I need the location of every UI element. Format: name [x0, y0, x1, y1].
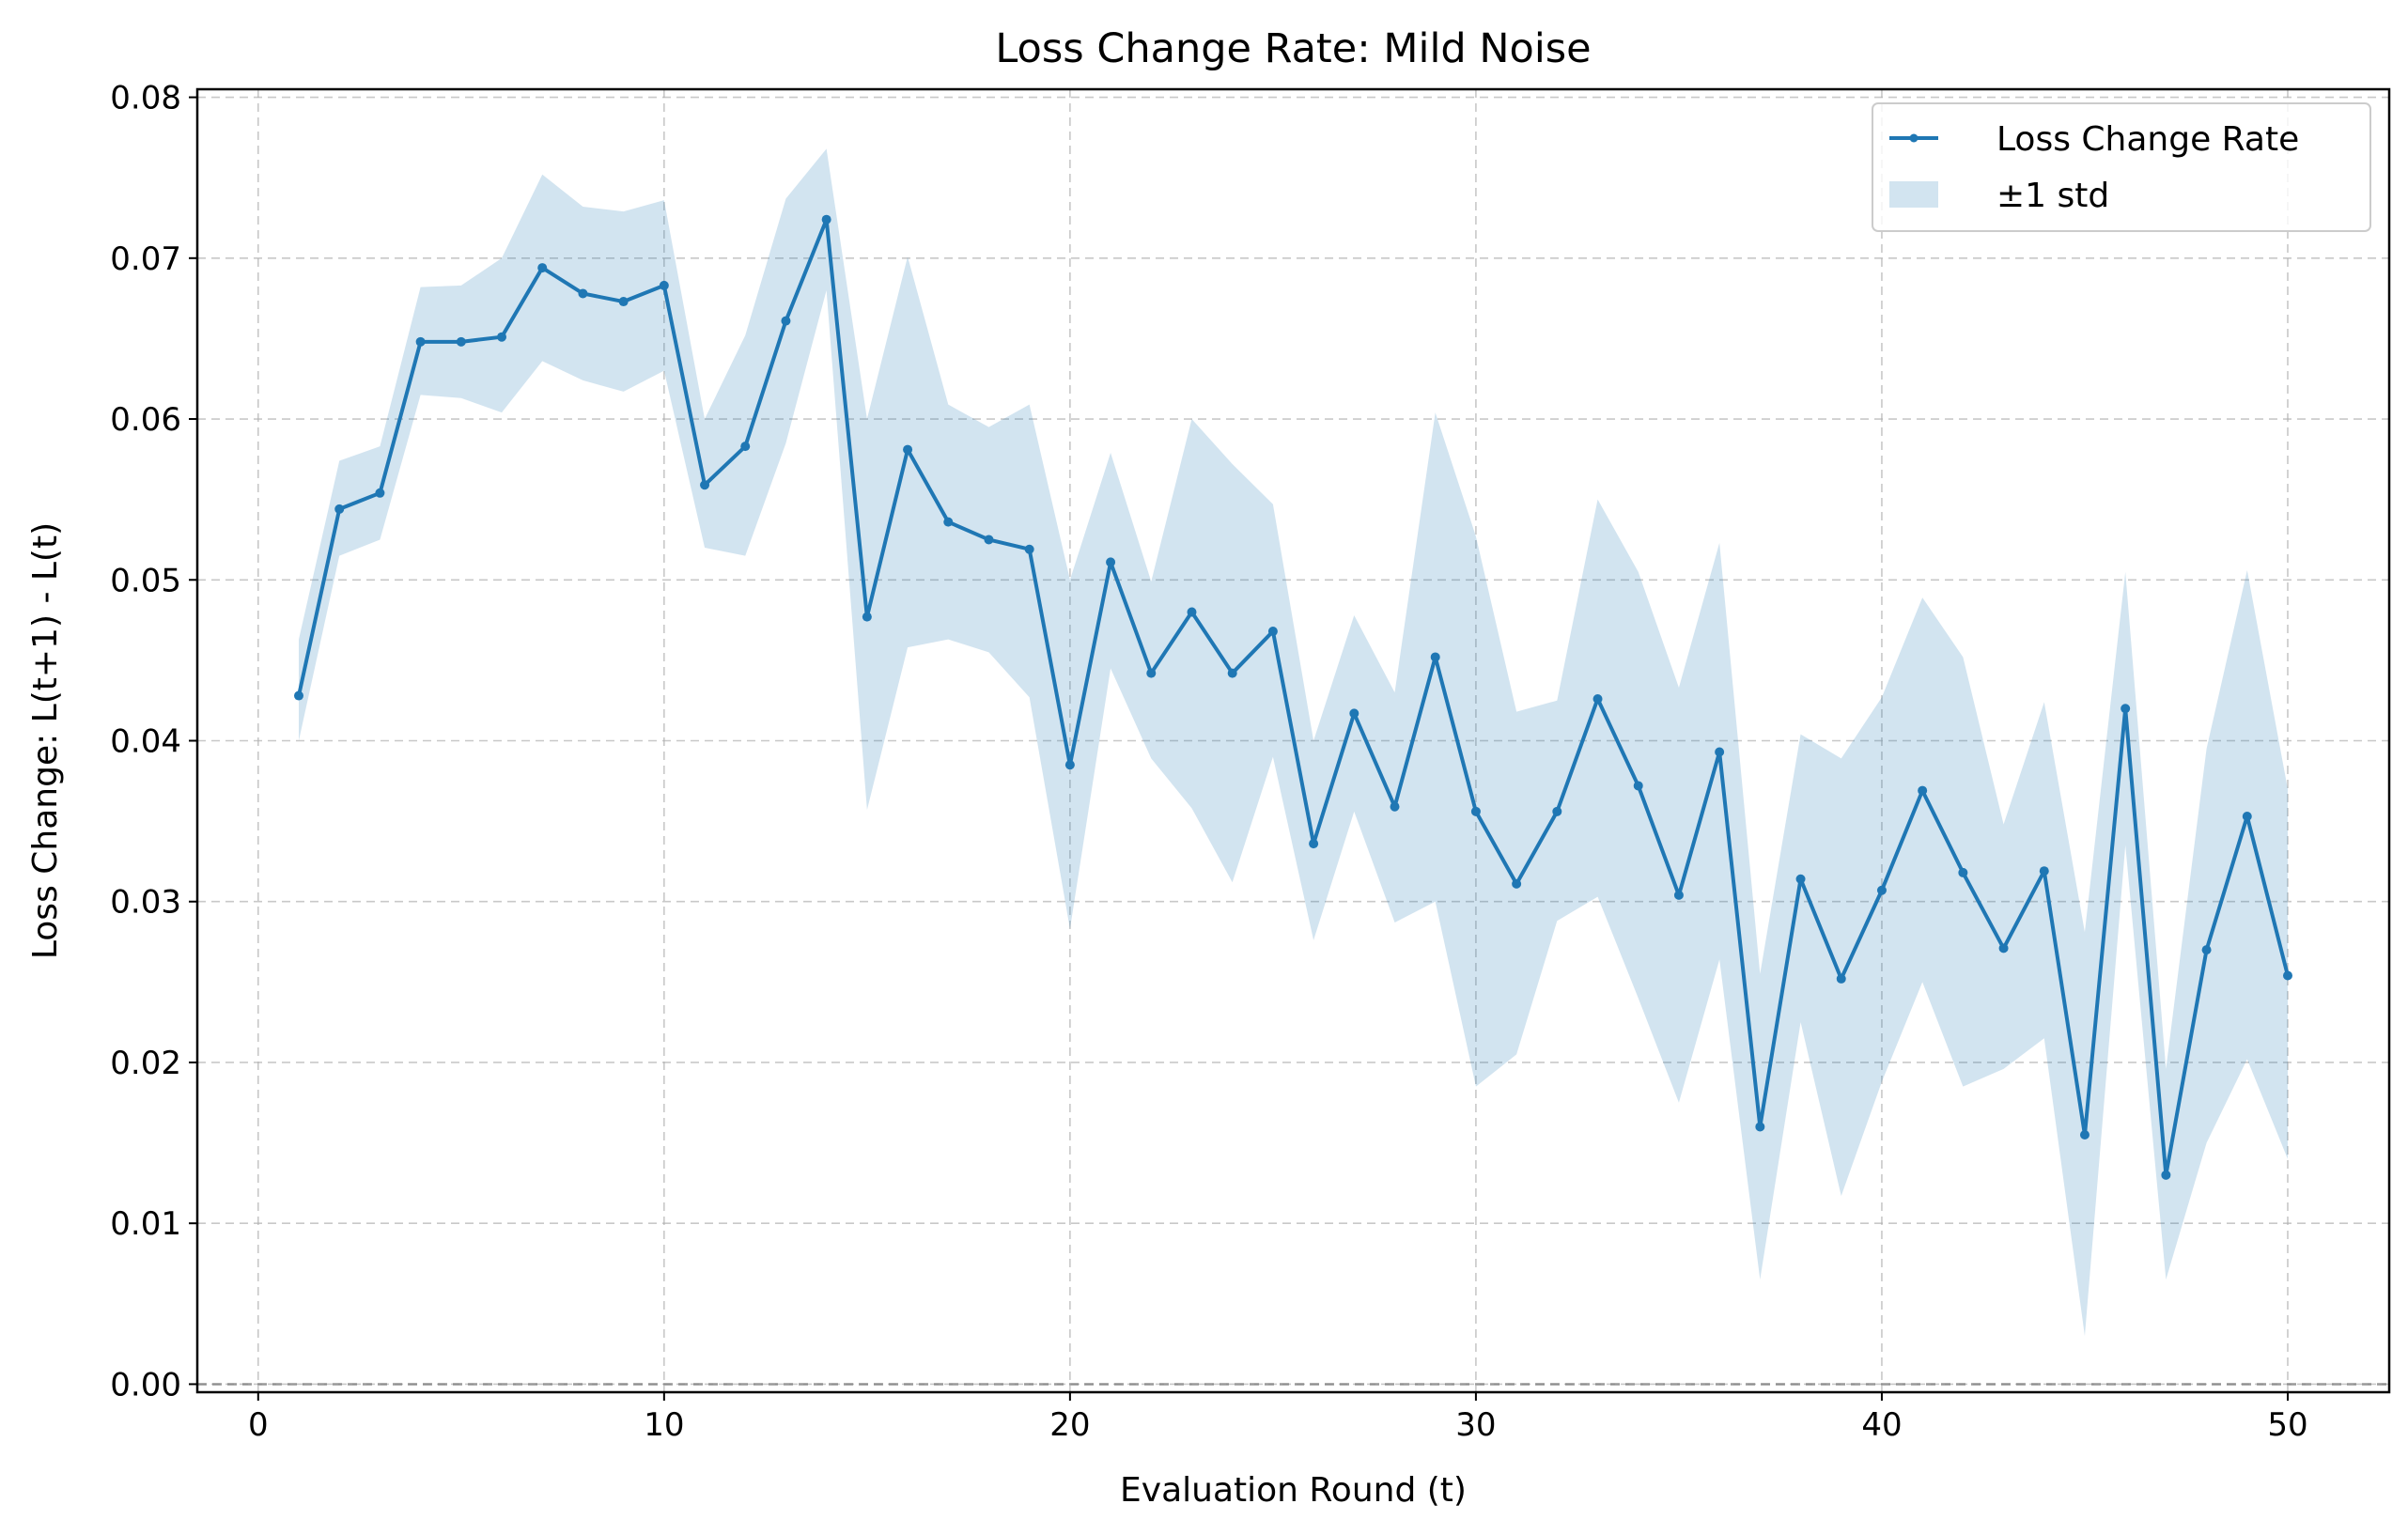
data-point	[821, 214, 831, 225]
data-point	[1715, 747, 1725, 757]
data-point	[1024, 544, 1034, 554]
data-point	[1795, 874, 1806, 884]
data-point	[1227, 668, 1237, 678]
data-point	[2242, 811, 2252, 821]
loss-change-line	[297, 217, 2290, 1177]
data-point	[1430, 652, 1440, 662]
y-tick-label: 0.02	[110, 1045, 181, 1082]
data-point	[2161, 1170, 2171, 1180]
data-point	[2121, 704, 2131, 714]
data-point	[618, 297, 629, 307]
data-point	[1673, 890, 1684, 900]
y-tick-label: 0.05	[110, 562, 181, 599]
data-point	[1349, 708, 1359, 719]
data-point	[1267, 627, 1278, 637]
data-point	[1390, 801, 1400, 812]
data-point	[1836, 973, 1846, 984]
legend-label-loss-change-rate: Loss Change Rate	[1996, 120, 2299, 159]
data-point	[1552, 806, 1562, 816]
data-point	[862, 612, 872, 622]
x-axis-ticks: 0 10 20 30 40 50	[248, 1392, 2308, 1444]
data-point	[1592, 693, 1603, 704]
y-tick-label: 0.01	[110, 1205, 181, 1243]
x-axis-title: Evaluation Round (t)	[1120, 1471, 1467, 1510]
data-point	[294, 690, 304, 701]
y-tick-label: 0.00	[110, 1366, 181, 1403]
series-line-layer	[297, 217, 2290, 1177]
data-point	[1146, 668, 1157, 678]
legend-band-swatch	[1889, 181, 1938, 208]
data-point	[1755, 1122, 1765, 1132]
data-point	[537, 263, 548, 273]
legend-marker-swatch	[1909, 133, 1919, 143]
data-point	[1470, 806, 1481, 816]
data-point	[1958, 867, 1968, 877]
y-tick-label: 0.04	[110, 723, 181, 761]
data-point	[903, 444, 913, 455]
data-point	[700, 480, 710, 490]
data-point	[659, 280, 669, 290]
data-point	[1064, 760, 1075, 770]
y-tick-label: 0.03	[110, 884, 181, 922]
data-point	[1512, 878, 1522, 889]
data-point	[984, 535, 994, 545]
data-point	[1187, 607, 1197, 617]
x-tick-label: 40	[1861, 1406, 1902, 1444]
y-axis-title: Loss Change: L(t+1) - L(t)	[26, 522, 65, 959]
y-tick-label: 0.06	[110, 401, 181, 439]
data-point	[1918, 785, 1928, 796]
x-tick-label: 50	[2267, 1406, 2307, 1444]
data-point	[2201, 945, 2212, 955]
x-tick-label: 0	[248, 1406, 269, 1444]
data-point	[1998, 943, 2009, 954]
data-point	[2039, 866, 2049, 876]
x-tick-label: 30	[1455, 1406, 1496, 1444]
legend-label-std: ±1 std	[1996, 177, 2109, 215]
data-point	[1876, 885, 1887, 895]
data-point	[415, 336, 426, 347]
y-axis-ticks: 0.00 0.01 0.02 0.03 0.04 0.05 0.06 0.07 0.08	[110, 80, 197, 1403]
data-point	[497, 332, 507, 342]
data-point	[456, 336, 466, 347]
data-point	[578, 288, 588, 299]
data-point	[2282, 970, 2292, 981]
x-tick-label: 20	[1049, 1406, 1090, 1444]
grid	[197, 89, 2389, 1392]
legend: Loss Change Rate ±1 std	[1872, 102, 2371, 232]
data-point	[1309, 839, 1319, 849]
data-point	[781, 316, 791, 326]
legend-box	[1872, 102, 2371, 232]
y-tick-label: 0.08	[110, 80, 181, 117]
data-point	[740, 442, 751, 452]
data-point	[1633, 781, 1643, 791]
data-points-layer	[294, 214, 2292, 1180]
y-tick-label: 0.07	[110, 240, 181, 278]
data-point	[2079, 1130, 2090, 1140]
chart-title: Loss Change Rate: Mild Noise	[995, 25, 1591, 72]
data-point	[943, 517, 954, 527]
data-point	[334, 504, 345, 514]
data-point	[1106, 557, 1116, 567]
x-tick-label: 10	[644, 1406, 684, 1444]
data-point	[375, 488, 385, 498]
